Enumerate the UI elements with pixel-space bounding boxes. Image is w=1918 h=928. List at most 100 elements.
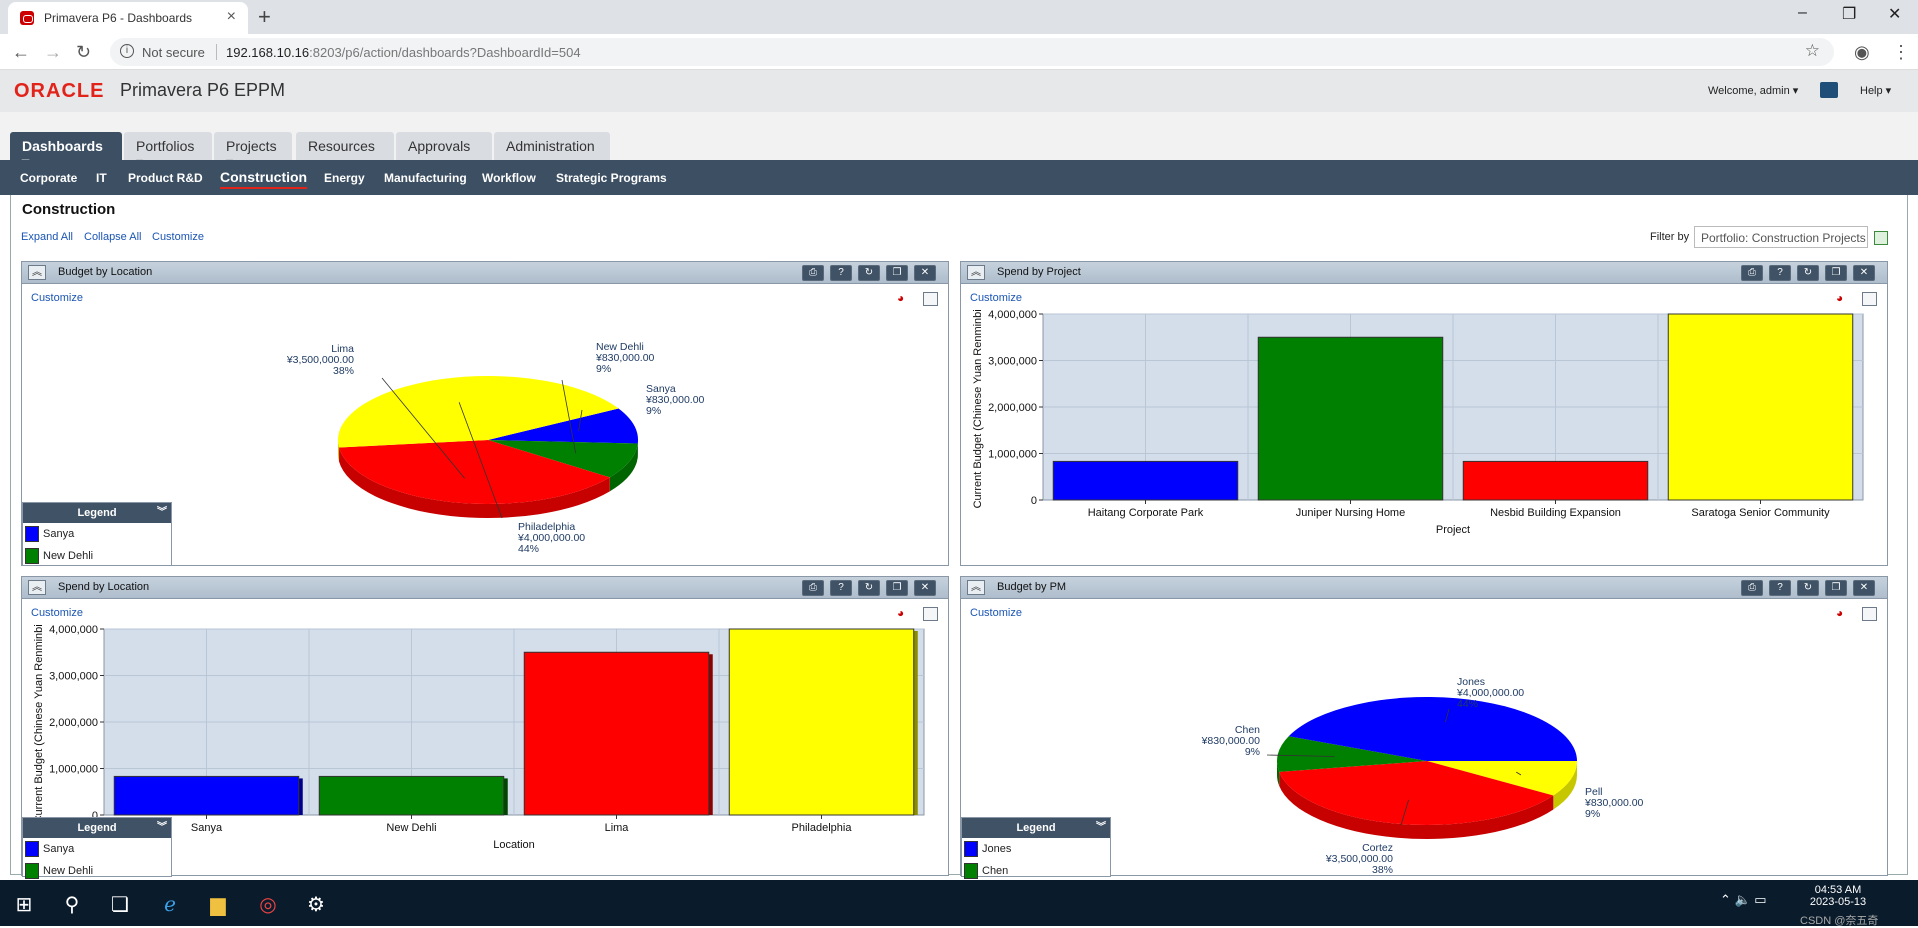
- chart-options-icon[interactable]: ◕: [897, 292, 912, 306]
- menu-icon[interactable]: ⋮: [1892, 42, 1910, 63]
- window-close-button[interactable]: ✕: [1888, 4, 1901, 24]
- maximize-button[interactable]: ❐: [1842, 4, 1856, 24]
- bookmark-star-icon[interactable]: ☆: [1805, 41, 1820, 61]
- chevron-down-icon[interactable]: ︾: [1096, 818, 1106, 838]
- subtab-energy[interactable]: Energy: [324, 171, 365, 185]
- table-view-icon[interactable]: [923, 607, 938, 621]
- chevron-down-icon[interactable]: ︾: [157, 503, 167, 523]
- chevron-down-icon[interactable]: ︾: [157, 818, 167, 838]
- address-bar[interactable]: i Not secure 192.168.10.16:8203/p6/actio…: [110, 38, 1834, 66]
- tab-projects[interactable]: Projects ▾: [214, 132, 292, 160]
- y-axis-title: Current Budget (Chinese Yuan Renminbi): [972, 310, 984, 508]
- new-tab-button[interactable]: +: [258, 4, 271, 30]
- tab-resources[interactable]: Resources: [296, 132, 394, 160]
- collapse-icon[interactable]: ︽: [28, 265, 46, 280]
- subtab-workflow[interactable]: Workflow: [482, 171, 536, 185]
- legend-header[interactable]: Legend︾: [23, 503, 171, 523]
- table-view-icon[interactable]: [1862, 607, 1877, 621]
- refresh-icon[interactable]: ↻: [858, 265, 880, 281]
- refresh-icon[interactable]: ↻: [1797, 265, 1819, 281]
- chrome-icon[interactable]: ◎: [256, 892, 280, 916]
- file-explorer-icon[interactable]: ▆: [206, 892, 230, 916]
- print-icon[interactable]: ⎙: [1741, 580, 1763, 596]
- portlet-customize-link[interactable]: Customize: [970, 607, 1022, 619]
- subtab-manufacturing[interactable]: Manufacturing: [384, 171, 467, 185]
- clock[interactable]: 04:53 AM 2023-05-13: [1808, 884, 1868, 908]
- internet-explorer-icon[interactable]: ℯ: [158, 892, 182, 916]
- refresh-icon[interactable]: ↻: [858, 580, 880, 596]
- x-tick-label: Juniper Nursing Home: [1296, 507, 1405, 519]
- portlet-customize-link[interactable]: Customize: [31, 292, 83, 304]
- restore-icon[interactable]: ❐: [886, 580, 908, 596]
- subtab-construction[interactable]: Construction: [220, 169, 307, 189]
- close-icon[interactable]: ✕: [914, 265, 936, 281]
- expand-all-link[interactable]: Expand All: [21, 231, 73, 243]
- refresh-icon[interactable]: ↻: [1797, 580, 1819, 596]
- url-text[interactable]: 192.168.10.16:8203/p6/action/dashboards?…: [226, 45, 581, 60]
- help-icon[interactable]: ?: [1769, 265, 1791, 281]
- bar: [1258, 337, 1443, 500]
- tab-administration[interactable]: Administration: [494, 132, 610, 160]
- y-tick-label: 1,000,000: [988, 449, 1037, 461]
- help-icon[interactable]: ?: [830, 265, 852, 281]
- subtab-product-rd[interactable]: Product R&D: [128, 171, 203, 185]
- portlet-customize-link[interactable]: Customize: [970, 292, 1022, 304]
- chart-options-icon[interactable]: ◕: [1836, 607, 1851, 621]
- print-icon[interactable]: ⎙: [802, 580, 824, 596]
- restore-icon[interactable]: ❐: [1825, 265, 1847, 281]
- reload-icon[interactable]: ↻: [76, 42, 91, 63]
- portlet-customize-link[interactable]: Customize: [31, 607, 83, 619]
- task-view-icon[interactable]: ❏: [108, 892, 132, 916]
- subtab-strategic-programs[interactable]: Strategic Programs: [556, 171, 667, 185]
- bar: [114, 776, 299, 815]
- search-icon[interactable]: ⚲: [60, 892, 84, 916]
- restore-icon[interactable]: ❐: [1825, 580, 1847, 596]
- portlet-header: ︽ Spend by Location ⎙ ? ↻ ❐ ✕: [22, 577, 948, 599]
- close-tab-icon[interactable]: ×: [227, 8, 236, 26]
- minimize-button[interactable]: –: [1798, 4, 1807, 22]
- subtab-corporate[interactable]: Corporate: [20, 171, 77, 185]
- subtab-it[interactable]: IT: [96, 171, 107, 185]
- collapse-icon[interactable]: ︽: [967, 265, 985, 280]
- help-menu[interactable]: Help ▾: [1860, 84, 1891, 97]
- chart-options-icon[interactable]: ◕: [897, 607, 912, 621]
- legend-header[interactable]: Legend︾: [23, 818, 171, 838]
- print-icon[interactable]: ⎙: [1741, 265, 1763, 281]
- table-view-icon[interactable]: [923, 292, 938, 306]
- settings-gear-icon[interactable]: ⚙: [304, 892, 328, 916]
- tab-portfolios[interactable]: Portfolios ▾: [124, 132, 212, 160]
- filter-label: Filter by: [1650, 231, 1689, 243]
- collapse-icon[interactable]: ︽: [967, 580, 985, 595]
- collapse-all-link[interactable]: Collapse All: [84, 231, 141, 243]
- y-axis-title: Current Budget (Chinese Yuan Renminbi): [33, 625, 45, 823]
- inbox-icon[interactable]: [1820, 82, 1838, 98]
- close-icon[interactable]: ✕: [1853, 580, 1875, 596]
- help-icon[interactable]: ?: [1769, 580, 1791, 596]
- help-icon[interactable]: ?: [830, 580, 852, 596]
- restore-icon[interactable]: ❐: [886, 265, 908, 281]
- print-icon[interactable]: ⎙: [802, 265, 824, 281]
- y-tick-label: 1,000,000: [49, 764, 98, 776]
- close-icon[interactable]: ✕: [914, 580, 936, 596]
- customize-link[interactable]: Customize: [152, 231, 204, 243]
- browser-tab[interactable]: Primavera P6 - Dashboards ×: [8, 2, 248, 34]
- info-icon[interactable]: i: [120, 44, 134, 58]
- filter-field[interactable]: Portfolio: Construction Projects: [1694, 226, 1868, 248]
- forward-icon[interactable]: →: [44, 42, 62, 63]
- system-tray[interactable]: ⌃ 🔈 ▭: [1720, 892, 1767, 908]
- back-icon[interactable]: ←: [12, 42, 30, 63]
- legend-swatch: [25, 526, 39, 542]
- legend-header[interactable]: Legend︾: [962, 818, 1110, 838]
- tab-dashboards[interactable]: Dashboards ▾: [10, 132, 122, 160]
- table-view-icon[interactable]: [1862, 292, 1877, 306]
- collapse-icon[interactable]: ︽: [28, 580, 46, 595]
- tab-approvals[interactable]: Approvals: [396, 132, 492, 160]
- legend-label: Sanya: [43, 528, 74, 540]
- x-axis-title: Location: [493, 839, 535, 851]
- filter-tree-icon[interactable]: [1874, 231, 1888, 245]
- chart-options-icon[interactable]: ◕: [1836, 292, 1851, 306]
- welcome-menu[interactable]: Welcome, admin ▾: [1708, 84, 1798, 97]
- windows-start-icon[interactable]: ⊞: [12, 892, 36, 916]
- account-icon[interactable]: ◉: [1854, 42, 1870, 63]
- close-icon[interactable]: ✕: [1853, 265, 1875, 281]
